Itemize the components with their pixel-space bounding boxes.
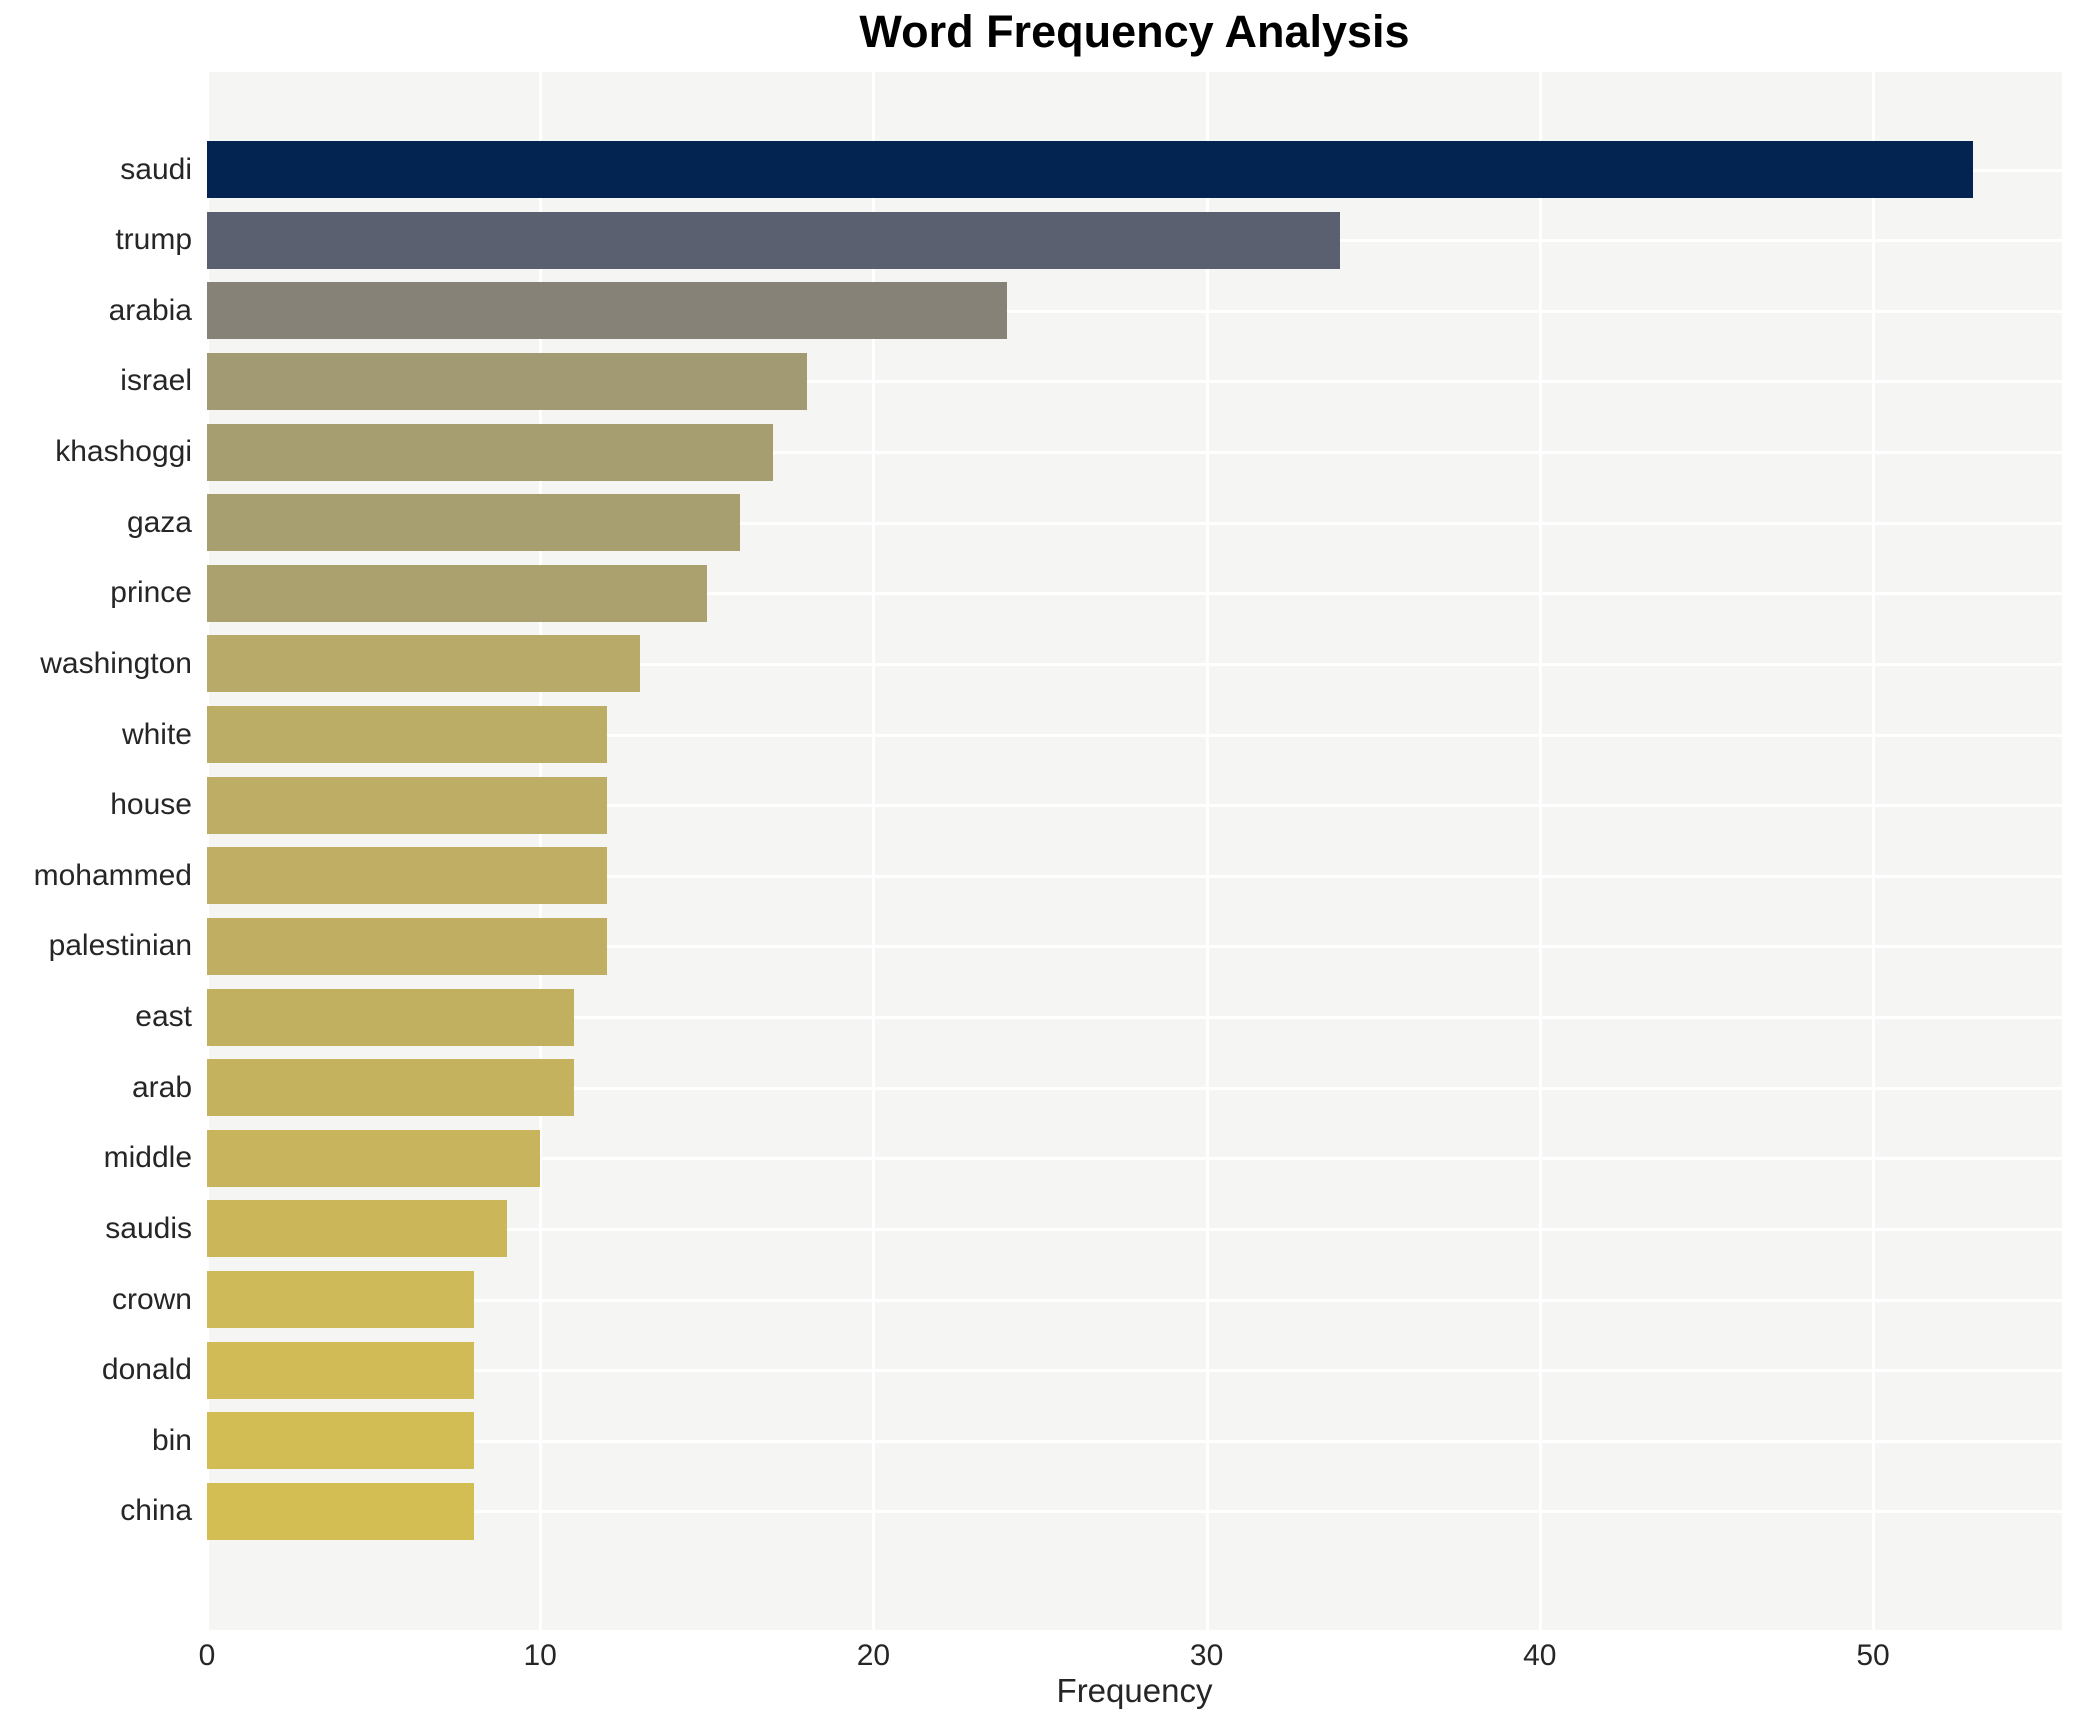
bar-crown	[207, 1271, 474, 1329]
y-gridline	[207, 309, 2062, 313]
bar-washington	[207, 635, 641, 693]
y-label-trump: trump	[115, 223, 192, 257]
y-gridline	[207, 451, 2062, 455]
y-label-israel: israel	[120, 364, 192, 398]
y-label-saudi: saudi	[120, 152, 192, 186]
bar-arab	[207, 1059, 574, 1117]
y-label-bin: bin	[151, 1423, 192, 1457]
bar-mohammed	[207, 847, 607, 905]
y-gridline	[207, 521, 2062, 525]
y-label-saudis: saudis	[105, 1211, 192, 1245]
bar-arabia	[207, 282, 1007, 340]
x-tick-30: 30	[1189, 1639, 1224, 1672]
y-gridline	[207, 1439, 2062, 1443]
chart-title: Word Frequency Analysis	[859, 6, 1410, 57]
bar-israel	[207, 352, 807, 410]
y-label-palestinian: palestinian	[48, 929, 192, 963]
bar-gaza	[207, 494, 741, 552]
y-label-house: house	[110, 788, 192, 822]
x-gridline	[1205, 72, 1209, 1630]
y-gridline	[207, 1227, 2062, 1231]
y-label-prince: prince	[110, 576, 192, 610]
y-gridline	[207, 1016, 2062, 1020]
bar-palestinian	[207, 917, 607, 975]
x-tick-0: 0	[198, 1639, 216, 1672]
y-label-arabia: arabia	[108, 293, 192, 327]
y-gridline	[207, 945, 2062, 949]
bar-saudis	[207, 1200, 507, 1258]
x-tick-40: 40	[1523, 1639, 1557, 1672]
bar-donald	[207, 1341, 474, 1399]
y-label-crown: crown	[111, 1282, 192, 1316]
bar-middle	[207, 1129, 541, 1187]
y-label-arab: arab	[131, 1070, 192, 1104]
y-gridline	[207, 592, 2062, 596]
y-gridline	[207, 1086, 2062, 1090]
y-gridline	[207, 1510, 2062, 1514]
y-label-gaza: gaza	[126, 505, 192, 539]
bar-bin	[207, 1412, 474, 1470]
y-label-washington: washington	[40, 646, 192, 680]
plot-area	[206, 72, 2062, 1630]
x-gridline	[1538, 72, 1542, 1630]
bar-china	[207, 1482, 474, 1540]
bar-prince	[207, 564, 707, 622]
y-label-middle: middle	[103, 1141, 192, 1175]
y-gridline	[207, 380, 2062, 384]
bar-trump	[207, 211, 1340, 269]
x-tick-50: 50	[1856, 1639, 1890, 1672]
y-gridline	[207, 733, 2062, 737]
y-gridline	[207, 1298, 2062, 1302]
y-label-donald: donald	[101, 1353, 192, 1387]
y-gridline	[207, 662, 2062, 666]
y-label-khashoggi: khashoggi	[55, 435, 192, 469]
bar-house	[207, 776, 607, 834]
x-tick-20: 20	[856, 1639, 891, 1672]
bar-east	[207, 988, 574, 1046]
bar-khashoggi	[207, 423, 774, 481]
x-tick-10: 10	[523, 1639, 557, 1672]
x-axis-title: Frequency	[1056, 1672, 1213, 1709]
y-label-mohammed: mohammed	[33, 858, 192, 892]
y-label-white: white	[121, 717, 192, 751]
y-gridline	[207, 804, 2062, 808]
x-gridline	[1872, 72, 1875, 1630]
y-label-east: east	[135, 1000, 192, 1034]
y-gridline	[207, 1369, 2062, 1373]
y-label-china: china	[120, 1494, 192, 1528]
bar-white	[207, 706, 607, 764]
y-gridline	[207, 1157, 2062, 1161]
x-gridline	[872, 72, 876, 1630]
y-gridline	[207, 874, 2062, 878]
bar-saudi	[207, 141, 1973, 198]
